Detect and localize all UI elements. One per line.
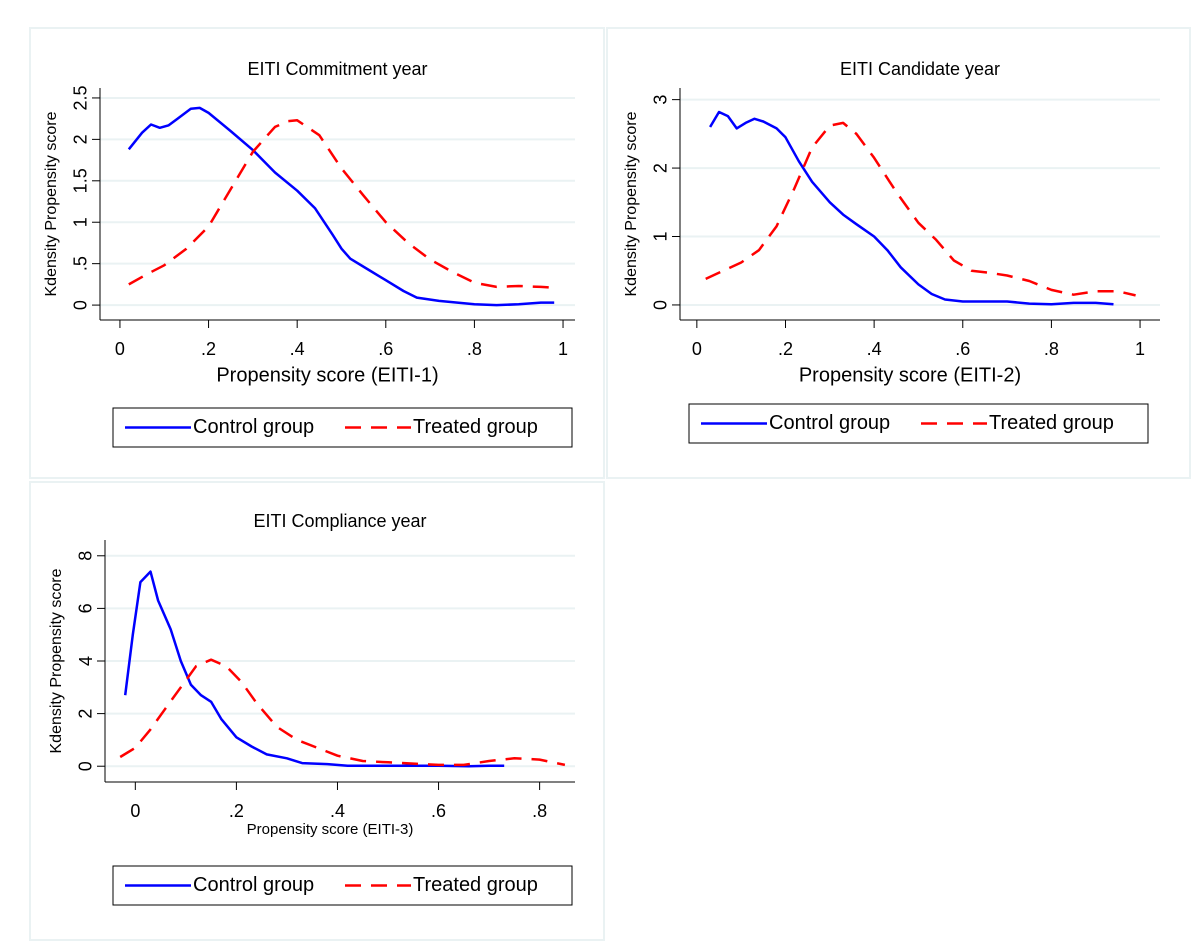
chart-title: EITI Commitment year <box>247 59 427 79</box>
x-tick-label: .4 <box>330 801 345 821</box>
y-tick-label: 0 <box>76 761 96 771</box>
x-tick-label: 0 <box>130 801 140 821</box>
legend-label: Control group <box>193 416 314 438</box>
y-tick-label: 3 <box>651 95 671 105</box>
data-line <box>123 570 505 768</box>
x-tick-label: .2 <box>778 339 793 359</box>
x-axis-title: Propensity score (EITI-1) <box>216 364 438 386</box>
y-axis-title: Kdensity Propensity score <box>43 111 60 296</box>
legend-label: Treated group <box>989 412 1114 434</box>
x-tick-label: .8 <box>467 339 482 359</box>
y-tick-label: 0 <box>651 300 671 310</box>
x-tick-label: .4 <box>290 339 305 359</box>
y-tick-label: 6 <box>76 603 96 613</box>
panel-background <box>29 27 605 479</box>
y-tick-label: 2 <box>71 134 91 144</box>
y-axis-title: Kdensity Propensity score <box>48 568 65 753</box>
y-tick-label: .5 <box>71 256 91 271</box>
y-tick-label: 2 <box>76 709 96 719</box>
y-tick-label: 2 <box>651 163 671 173</box>
data-line <box>709 110 1114 306</box>
panel-background <box>29 481 605 941</box>
data-line <box>705 121 1136 297</box>
x-tick-label: 1 <box>1135 339 1145 359</box>
data-line <box>127 106 555 307</box>
data-line <box>128 119 555 289</box>
y-tick-label: 1 <box>71 217 91 227</box>
x-tick-label: .8 <box>532 801 547 821</box>
x-tick-label: .2 <box>229 801 244 821</box>
x-tick-label: .6 <box>431 801 446 821</box>
chart-title: EITI Compliance year <box>253 511 426 531</box>
x-tick-label: .8 <box>1044 339 1059 359</box>
y-tick-label: 1 <box>651 231 671 241</box>
x-tick-label: .6 <box>378 339 393 359</box>
x-tick-label: .2 <box>201 339 216 359</box>
legend-label: Control group <box>769 412 890 434</box>
x-axis-title: Propensity score (EITI-2) <box>799 364 1021 386</box>
data-line <box>119 658 566 767</box>
y-tick-label: 2.5 <box>71 85 91 110</box>
x-tick-label: .6 <box>955 339 970 359</box>
legend-label: Treated group <box>413 416 538 438</box>
legend-label: Control group <box>193 874 314 896</box>
x-tick-label: 0 <box>692 339 702 359</box>
y-tick-label: 4 <box>76 656 96 666</box>
x-tick-label: .4 <box>867 339 882 359</box>
y-tick-label: 8 <box>76 551 96 561</box>
y-tick-label: 0 <box>71 300 91 310</box>
panel-background <box>606 27 1191 479</box>
x-axis-title: Propensity score (EITI-3) <box>247 821 414 838</box>
y-axis-title: Kdensity Propensity score <box>623 111 640 296</box>
x-tick-label: 0 <box>115 339 125 359</box>
chart-title: EITI Candidate year <box>840 59 1000 79</box>
legend-label: Treated group <box>413 874 538 896</box>
x-tick-label: 1 <box>558 339 568 359</box>
y-tick-label: 1.5 <box>71 168 91 193</box>
